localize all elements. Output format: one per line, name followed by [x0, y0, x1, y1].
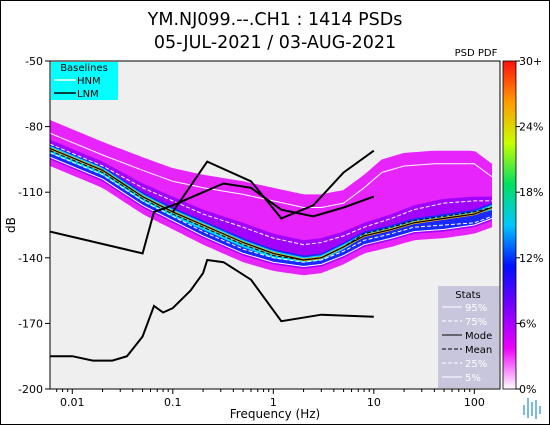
- legend-p95-label: 95%: [465, 303, 487, 314]
- y-tick-label: -110: [18, 186, 43, 199]
- colorbar-ticks: 0% 6% 12% 18% 24% 30+: [516, 55, 543, 396]
- colorbar: [502, 60, 517, 390]
- line-p5: [50, 156, 493, 268]
- x-axis: 0.01 0.1 1 10 100: [56, 389, 485, 409]
- legend-p25-label: 25%: [465, 359, 487, 370]
- colorbar-tick-label: 24%: [519, 121, 543, 134]
- legend-p5-label: 5%: [465, 373, 481, 384]
- y-axis: -50 -80 -110 -140 -170 -200: [18, 55, 50, 396]
- x-tick-label: 0.1: [164, 396, 182, 409]
- y-tick-label: -170: [18, 317, 43, 330]
- line-mean: [50, 150, 493, 261]
- baselines-legend: Baselines HNM LNM: [51, 62, 118, 100]
- x-tick-label: 0.01: [60, 396, 85, 409]
- line-lnm: [50, 182, 375, 255]
- y-tick-label: -140: [18, 252, 43, 265]
- colorbar-tick-label: 30+: [519, 55, 542, 68]
- line-p75: [50, 143, 492, 246]
- colorbar-tick-label: 0%: [519, 383, 536, 396]
- line-mode: [50, 147, 493, 261]
- logo-icon: [523, 398, 541, 419]
- x-axis-label: Frequency (Hz): [230, 407, 321, 421]
- legend-mode-label: Mode: [465, 331, 492, 342]
- y-tick-label: -80: [25, 121, 43, 134]
- x-tick-label: 10: [367, 396, 381, 409]
- baselines-legend-title: Baselines: [60, 63, 108, 74]
- line-noise-model-low: [50, 258, 374, 362]
- y-tick-label: -50: [25, 55, 43, 68]
- legend-lnm-label: LNM: [77, 89, 99, 100]
- plot-border: [49, 60, 501, 390]
- y-tick-label: -200: [18, 383, 43, 396]
- stats-legend-box: [438, 286, 499, 388]
- line-p25: [50, 152, 493, 263]
- legend-p75-label: 75%: [465, 317, 487, 328]
- line-hnm: [171, 149, 375, 220]
- x-tick-label: 1: [270, 396, 277, 409]
- legend-mean-label: Mean: [465, 345, 492, 356]
- y-axis-label: dB: [4, 217, 18, 233]
- colorbar-tick-label: 12%: [519, 252, 543, 265]
- stats-legend: Stats 95% 75% Mode Mean 25% 5%: [438, 286, 499, 388]
- colorbar-tick-label: 18%: [519, 186, 543, 199]
- line-p95: [50, 132, 493, 208]
- stats-lines: [50, 132, 493, 362]
- chart-title-line1: YM.NJ099.--.CH1 : 1414 PSDs: [147, 10, 403, 30]
- colorbar-title: PSD PDF: [455, 48, 498, 59]
- colorbar-tick-label: 6%: [519, 317, 536, 330]
- chart-title-line2: 05-JUL-2021 / 03-AUG-2021: [154, 33, 396, 53]
- density-band-peak: [50, 147, 492, 262]
- legend-hnm-label: HNM: [77, 76, 101, 87]
- stats-legend-title: Stats: [455, 290, 481, 301]
- x-tick-label: 100: [464, 396, 485, 409]
